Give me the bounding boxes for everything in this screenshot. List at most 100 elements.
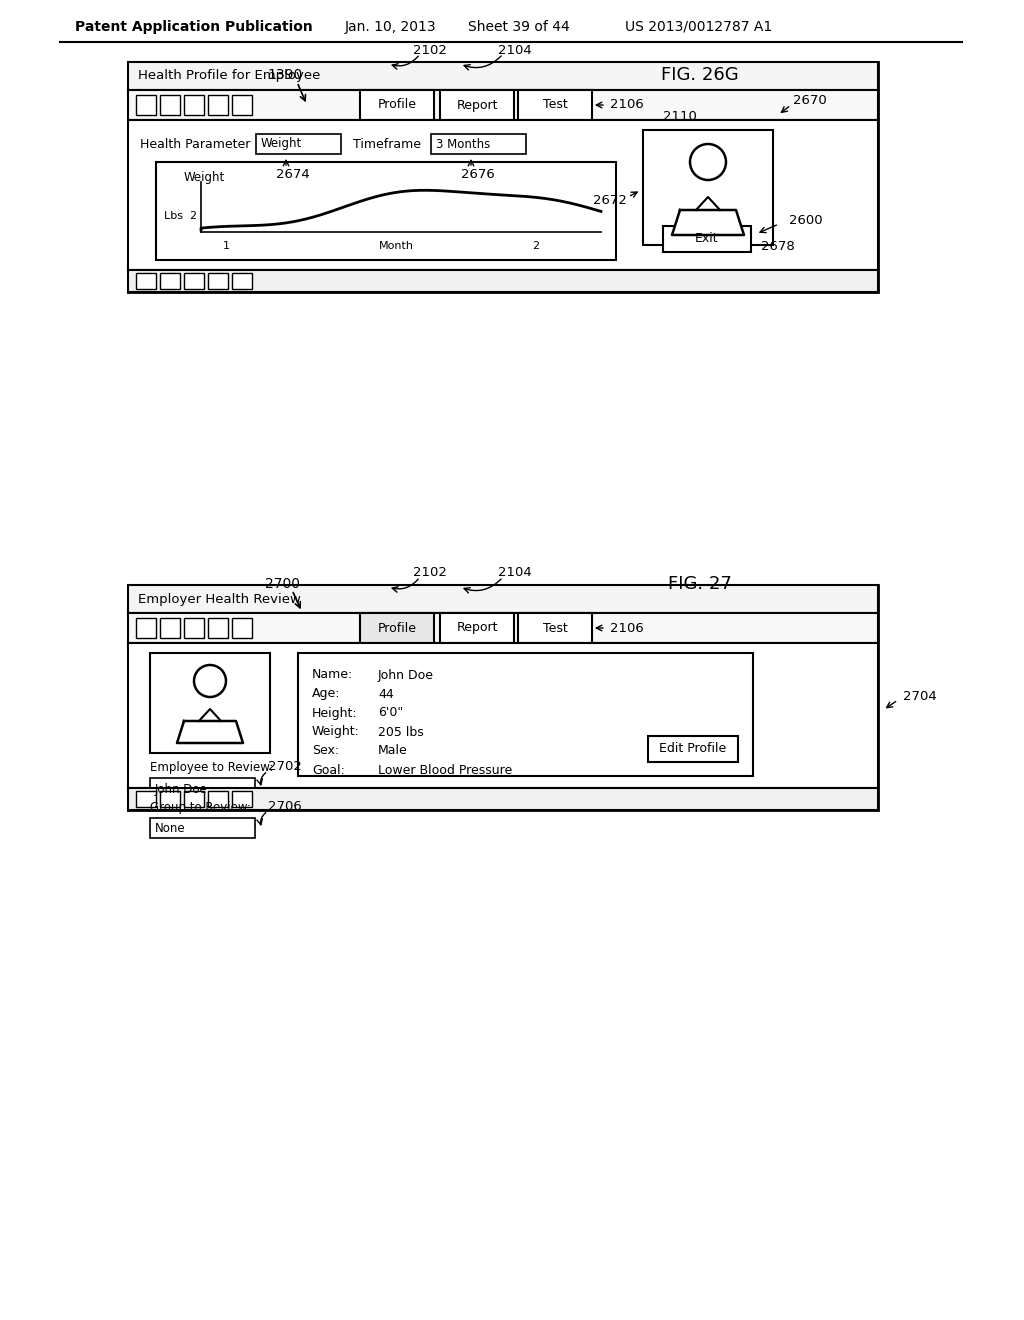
- FancyBboxPatch shape: [232, 95, 252, 115]
- Text: FIG. 27: FIG. 27: [668, 576, 732, 593]
- Text: Month: Month: [379, 242, 414, 251]
- Text: John Doe: John Doe: [155, 783, 208, 796]
- Text: John Doe: John Doe: [378, 668, 434, 681]
- Text: 2102: 2102: [413, 44, 446, 57]
- FancyBboxPatch shape: [184, 791, 204, 807]
- Text: Height:: Height:: [312, 706, 357, 719]
- FancyBboxPatch shape: [360, 612, 434, 643]
- FancyBboxPatch shape: [128, 271, 878, 292]
- FancyBboxPatch shape: [160, 791, 180, 807]
- Text: 2102: 2102: [413, 566, 446, 579]
- FancyBboxPatch shape: [128, 643, 878, 788]
- Text: Report: Report: [457, 622, 498, 635]
- Text: Lower Blood Pressure: Lower Blood Pressure: [378, 763, 512, 776]
- FancyBboxPatch shape: [150, 653, 270, 752]
- FancyBboxPatch shape: [208, 791, 228, 807]
- FancyBboxPatch shape: [440, 612, 514, 643]
- FancyBboxPatch shape: [128, 62, 878, 90]
- Text: Weight: Weight: [261, 137, 302, 150]
- Text: Sex:: Sex:: [312, 744, 339, 758]
- FancyBboxPatch shape: [136, 618, 156, 638]
- Text: Exit: Exit: [695, 232, 719, 246]
- FancyBboxPatch shape: [232, 791, 252, 807]
- Polygon shape: [672, 210, 744, 235]
- Text: Health Parameter: Health Parameter: [140, 137, 251, 150]
- Polygon shape: [177, 721, 243, 743]
- Text: 1: 1: [222, 242, 229, 251]
- Text: 6'0": 6'0": [378, 706, 403, 719]
- FancyBboxPatch shape: [232, 273, 252, 289]
- FancyBboxPatch shape: [184, 273, 204, 289]
- FancyBboxPatch shape: [184, 618, 204, 638]
- Text: Profile: Profile: [378, 99, 417, 111]
- Text: Male: Male: [378, 744, 408, 758]
- Text: Age:: Age:: [312, 688, 341, 701]
- Text: Edit Profile: Edit Profile: [659, 742, 727, 755]
- Text: Test: Test: [543, 622, 567, 635]
- FancyBboxPatch shape: [298, 653, 753, 776]
- Text: 44: 44: [378, 688, 394, 701]
- FancyBboxPatch shape: [128, 612, 878, 643]
- FancyBboxPatch shape: [232, 618, 252, 638]
- Text: 2676: 2676: [461, 168, 495, 181]
- FancyBboxPatch shape: [663, 226, 751, 252]
- Text: 2104: 2104: [498, 44, 531, 57]
- Text: 2674: 2674: [276, 168, 310, 181]
- Text: 2110: 2110: [663, 110, 697, 123]
- Text: 3 Months: 3 Months: [436, 137, 490, 150]
- FancyBboxPatch shape: [440, 90, 514, 120]
- FancyBboxPatch shape: [184, 95, 204, 115]
- FancyBboxPatch shape: [136, 95, 156, 115]
- FancyBboxPatch shape: [160, 618, 180, 638]
- Text: Name:: Name:: [312, 668, 353, 681]
- Text: FIG. 26G: FIG. 26G: [662, 66, 738, 84]
- Text: 2702: 2702: [268, 760, 302, 774]
- Text: 2704: 2704: [903, 690, 937, 704]
- Text: 2700: 2700: [265, 577, 300, 591]
- FancyBboxPatch shape: [208, 273, 228, 289]
- FancyBboxPatch shape: [128, 585, 878, 810]
- Text: Health Profile for Employee: Health Profile for Employee: [138, 70, 321, 82]
- Text: 2670: 2670: [793, 94, 826, 107]
- FancyBboxPatch shape: [648, 737, 738, 762]
- Text: 2106: 2106: [610, 622, 644, 635]
- Text: Employer Health Review: Employer Health Review: [138, 593, 301, 606]
- Text: Test: Test: [543, 99, 567, 111]
- FancyBboxPatch shape: [128, 62, 878, 292]
- FancyBboxPatch shape: [160, 95, 180, 115]
- FancyBboxPatch shape: [128, 90, 878, 120]
- Text: Goal:: Goal:: [312, 763, 345, 776]
- Polygon shape: [329, 141, 337, 148]
- Text: None: None: [155, 822, 185, 836]
- FancyBboxPatch shape: [150, 777, 255, 799]
- Text: 2672: 2672: [593, 194, 627, 206]
- FancyBboxPatch shape: [431, 135, 526, 154]
- Text: Sheet 39 of 44: Sheet 39 of 44: [468, 20, 569, 34]
- Text: 205 lbs: 205 lbs: [378, 726, 424, 738]
- Text: Group to Review:: Group to Review:: [150, 800, 251, 813]
- Text: Patent Application Publication: Patent Application Publication: [75, 20, 312, 34]
- FancyBboxPatch shape: [128, 788, 878, 810]
- Text: 2106: 2106: [610, 99, 644, 111]
- FancyBboxPatch shape: [360, 90, 434, 120]
- Text: Timeframe: Timeframe: [353, 137, 421, 150]
- Text: 2104: 2104: [498, 566, 531, 579]
- FancyBboxPatch shape: [128, 585, 878, 612]
- Text: 1390: 1390: [267, 69, 303, 82]
- Polygon shape: [514, 141, 522, 148]
- FancyBboxPatch shape: [136, 273, 156, 289]
- FancyBboxPatch shape: [136, 791, 156, 807]
- FancyBboxPatch shape: [156, 162, 616, 260]
- Text: 2706: 2706: [268, 800, 302, 813]
- FancyBboxPatch shape: [518, 612, 592, 643]
- Text: 2678: 2678: [761, 240, 795, 253]
- Text: US 2013/0012787 A1: US 2013/0012787 A1: [625, 20, 772, 34]
- Text: 2600: 2600: [790, 214, 822, 227]
- FancyBboxPatch shape: [518, 90, 592, 120]
- Text: Employee to Review:: Employee to Review:: [150, 760, 273, 774]
- FancyBboxPatch shape: [208, 618, 228, 638]
- FancyBboxPatch shape: [160, 273, 180, 289]
- FancyBboxPatch shape: [208, 95, 228, 115]
- Polygon shape: [248, 785, 256, 793]
- Text: Profile: Profile: [378, 622, 417, 635]
